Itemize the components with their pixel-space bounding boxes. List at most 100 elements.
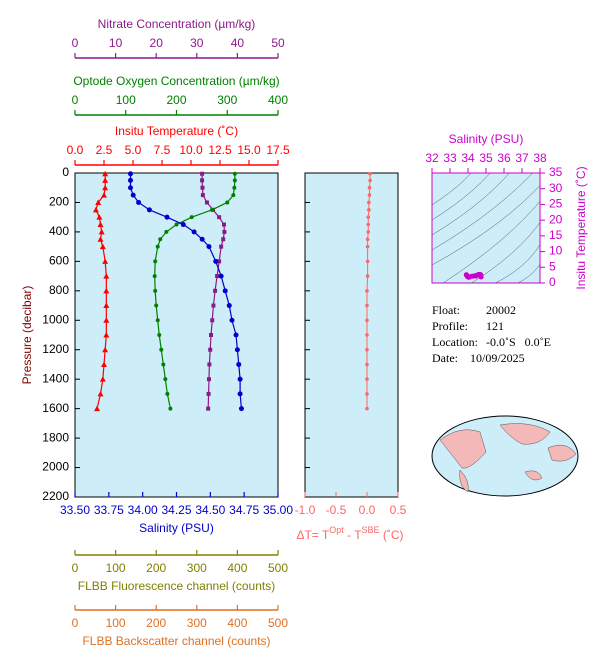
x-tick-label: 300: [187, 616, 207, 630]
marker: [168, 406, 173, 411]
marker: [365, 318, 369, 323]
marker: [127, 171, 133, 177]
marker: [99, 376, 106, 382]
x-tick-label: 0: [72, 36, 79, 50]
marker: [155, 318, 160, 323]
x-tick-label: 500: [268, 616, 288, 630]
marker: [103, 273, 110, 279]
x-tick-label: 7.5: [154, 143, 171, 157]
marker: [103, 317, 110, 323]
marker: [367, 208, 371, 212]
info-value: -0.0˚S 0.0˚E: [486, 335, 551, 349]
x-tick-label: 0.0: [67, 143, 84, 157]
y-tick-label: 2200: [42, 489, 69, 503]
marker: [136, 199, 142, 205]
marker: [366, 215, 371, 219]
x-tick-label: 300: [187, 561, 207, 575]
marker: [209, 333, 214, 337]
axis-title-part: Opt: [329, 525, 344, 535]
marker: [368, 171, 372, 176]
y-tick-label: 0: [549, 275, 556, 289]
axis-title: FLBB Fluorescence channel (counts): [78, 579, 275, 593]
y-tick-label: 0: [62, 165, 69, 179]
marker: [365, 347, 369, 352]
marker: [368, 178, 372, 183]
axis-title: ΔT= TOpt - TSBE (˚C): [296, 525, 403, 542]
x-tick-label: 20: [150, 36, 164, 50]
marker: [174, 222, 179, 227]
marker: [234, 347, 240, 353]
x-tick-label: 33.75: [94, 503, 124, 517]
marker: [207, 362, 212, 367]
axis-title: Optode Oxygen Concentration (µm/kg): [73, 74, 279, 88]
marker: [365, 244, 370, 249]
difference-line: [366, 173, 371, 409]
marker: [99, 243, 106, 250]
info-value: 121: [486, 319, 504, 333]
x-tick-label: 40: [231, 36, 245, 50]
marker: [233, 332, 239, 338]
marker: [206, 244, 212, 250]
x-tick-label: 34.50: [195, 503, 225, 517]
profile-line: [129, 173, 243, 409]
x-tick-label: 34.75: [229, 503, 259, 517]
x-tick-label: 35.00: [263, 503, 293, 517]
y-tick-label: 10: [549, 244, 563, 258]
marker: [200, 193, 205, 198]
marker: [365, 289, 369, 293]
marker: [165, 391, 170, 396]
y-axis-title: Insitu Temperature (˚C): [574, 166, 588, 289]
axis-title-part: ΔT= T: [296, 528, 329, 542]
axis-title-part: SBE: [362, 525, 380, 535]
marker: [366, 222, 371, 227]
marker: [238, 406, 244, 412]
x-tick-label: 15.0: [237, 143, 261, 157]
marker: [102, 346, 109, 353]
marker: [206, 406, 211, 411]
x-tick-label: -1.0: [295, 503, 316, 517]
density-contours: [432, 173, 540, 283]
x-tick-label: 10.0: [179, 143, 203, 157]
marker: [213, 258, 219, 264]
marker: [155, 244, 160, 249]
marker: [97, 221, 104, 228]
marker: [217, 259, 222, 264]
axis-title: Nitrate Concentration (µm/kg): [98, 17, 256, 31]
y-axis-title: Pressure (decibar): [20, 286, 34, 385]
marker: [96, 214, 103, 220]
marker: [211, 303, 216, 308]
x-tick-label: 34: [461, 151, 475, 165]
x-tick-label: 100: [106, 616, 126, 630]
marker: [213, 288, 218, 293]
marker: [365, 237, 370, 242]
marker: [103, 287, 110, 294]
info-label: Date:: [432, 351, 458, 365]
x-tick-label: 0: [72, 616, 79, 630]
marker: [365, 406, 369, 411]
y-tick-label: 1400: [42, 371, 69, 385]
info-value: 10/09/2025: [470, 351, 525, 365]
x-tick-label: 500: [268, 561, 288, 575]
axis-title: FLBB Backscatter channel (counts): [82, 634, 270, 648]
x-tick-label: 34.25: [161, 503, 191, 517]
marker: [366, 230, 371, 234]
x-tick-label: 100: [106, 561, 126, 575]
y-tick-label: 2000: [42, 460, 69, 474]
marker: [232, 171, 237, 176]
profile-line: [201, 173, 226, 409]
marker: [164, 214, 170, 220]
marker: [95, 199, 102, 205]
marker: [200, 171, 205, 176]
marker: [127, 177, 133, 183]
marker: [365, 392, 369, 396]
y-tick-label: 400: [49, 224, 69, 238]
axis-title: Salinity (PSU): [449, 132, 524, 146]
x-tick-label: 33: [443, 151, 457, 165]
marker: [221, 237, 226, 242]
y-tick-label: 5: [549, 259, 556, 273]
axis-title-part: - T: [344, 528, 362, 542]
marker: [98, 228, 105, 235]
marker: [102, 258, 109, 264]
x-tick-label: 38: [533, 151, 547, 165]
